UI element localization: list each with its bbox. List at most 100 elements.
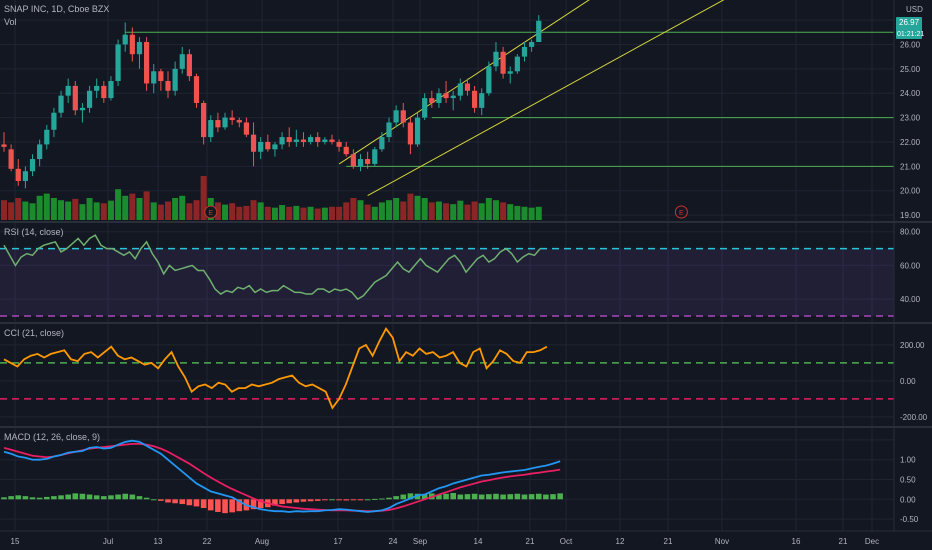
candle-body (122, 34, 128, 45)
cci-tick-label: 0.00 (900, 377, 916, 386)
macd-histogram-bar (407, 493, 414, 500)
macd-histogram-bar (1, 497, 7, 500)
volume-bar (214, 202, 221, 220)
candle (293, 129, 299, 147)
macd-tick-label: 1.00 (900, 456, 916, 465)
macd-histogram-bar (357, 499, 364, 501)
rsi-pane[interactable]: RSI (14, close) (0, 227, 894, 317)
macd-pane[interactable]: MACD (12, 26, close, 9) (1, 432, 563, 514)
candle (329, 134, 335, 145)
volume-bar (386, 200, 393, 220)
trend-channel[interactable] (338, 0, 731, 197)
candle (258, 137, 264, 160)
time-axis[interactable]: 15 Jul 13 22 Aug 17 24 Sep 14 21 Oct 12 21 Nov 16 21 Dec (11, 537, 880, 546)
volume-bar (407, 193, 414, 220)
macd-histogram-bar (129, 494, 136, 500)
candle (443, 81, 449, 103)
candle (165, 71, 171, 99)
candle-body (129, 34, 135, 55)
candle (79, 102, 86, 123)
candle-body (407, 122, 414, 145)
candle (72, 81, 78, 116)
volume-bar (200, 176, 207, 220)
macd-histogram-bar (486, 494, 492, 500)
candle (8, 144, 14, 172)
candle-body (507, 71, 513, 74)
time-tick-label: Oct (560, 537, 573, 546)
volume-bar (464, 204, 471, 220)
pane-separators[interactable] (0, 0, 932, 532)
macd-histogram-bar (229, 499, 235, 513)
candle-body (300, 139, 307, 142)
macd-histogram-bar (215, 499, 221, 512)
macd-histogram-bar (172, 499, 178, 504)
cci-pane[interactable]: CCI (21, close) (0, 327, 894, 410)
rsi-line (3, 234, 541, 301)
macd-histogram-bar (22, 496, 29, 500)
candle (486, 61, 492, 96)
candle-body (450, 95, 456, 99)
price-axis[interactable]: 19.00 20.00 21.00 22.00 23.00 24.00 25.00 26.00… (900, 40, 928, 524)
candle (250, 122, 257, 167)
candle (536, 15, 542, 43)
symbol-title[interactable]: SNAP INC, 1D, Cboe BZX (4, 4, 109, 14)
macd-histogram-bar (457, 494, 464, 500)
candle-body (29, 159, 36, 172)
volume-bar (36, 195, 43, 220)
macd-tick-label: -0.50 (900, 515, 919, 524)
candle-body (136, 42, 143, 55)
candle-body (58, 95, 64, 113)
candle (86, 85, 93, 113)
candle (208, 115, 214, 142)
macd-histogram-bar (250, 499, 257, 510)
volume-bar (400, 201, 407, 220)
volume-bar (321, 207, 328, 220)
candle-body (186, 54, 192, 77)
rsi-tick-label: 40.00 (900, 295, 921, 304)
candle (529, 39, 535, 52)
candle (222, 112, 228, 130)
candle (393, 105, 399, 128)
candle (521, 42, 528, 62)
candle-body (8, 149, 14, 169)
macd-histogram-bar (36, 497, 43, 500)
candle (450, 90, 456, 111)
volume-bar (157, 204, 164, 220)
candle-body (443, 93, 449, 99)
candle-body (422, 98, 428, 118)
volume-bar (279, 205, 286, 220)
volume-bar (43, 193, 50, 220)
volume-bar (478, 203, 485, 220)
candle-body (336, 141, 342, 147)
time-tick-label: 12 (616, 537, 625, 546)
volume-bar (229, 203, 236, 220)
volume-bar (236, 206, 243, 220)
candle-body (386, 122, 392, 138)
time-tick-label: 13 (154, 537, 163, 546)
candle (322, 137, 328, 145)
candle-body (72, 85, 78, 111)
macd-histogram-bar (186, 499, 193, 506)
candle (336, 139, 342, 152)
volume-bar (136, 198, 143, 220)
candle-body (86, 90, 93, 108)
macd-histogram-bar (122, 493, 129, 500)
candlesticks[interactable] (1, 15, 542, 189)
candle (129, 27, 135, 62)
macd-histogram-bar (43, 496, 50, 500)
price-tick-label: 19.00 (900, 211, 921, 220)
candle-body (500, 51, 506, 74)
candle-body (350, 154, 356, 167)
volume-label: Vol (4, 17, 17, 27)
time-tick-label: 17 (334, 537, 343, 546)
candle-body (236, 120, 242, 123)
macd-histogram-bar (350, 499, 357, 501)
macd-histogram-bar (514, 493, 521, 500)
volume-bar (143, 191, 150, 220)
candle-body (279, 137, 285, 145)
volume-bar (514, 205, 521, 220)
macd-histogram-bar (443, 493, 449, 500)
time-tick-label: 14 (474, 537, 483, 546)
